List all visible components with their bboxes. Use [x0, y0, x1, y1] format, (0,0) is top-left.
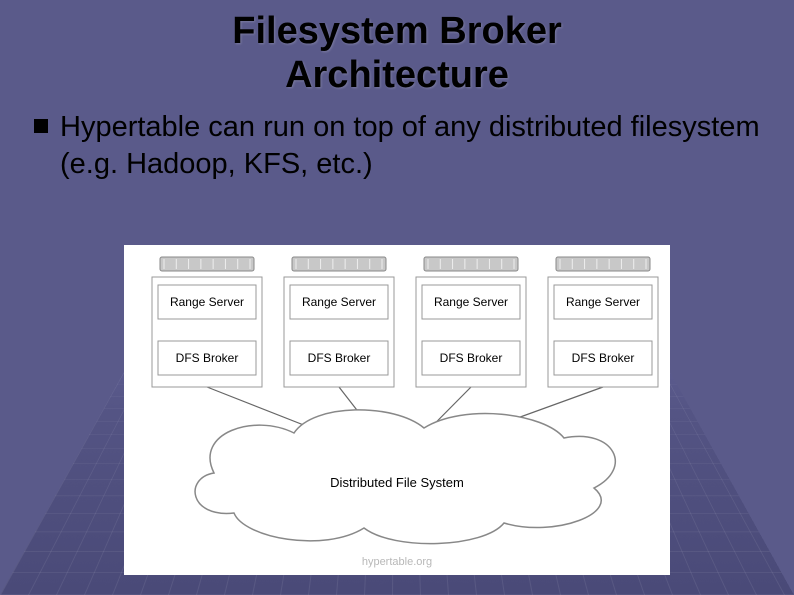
svg-text:Range Server: Range Server: [566, 295, 640, 309]
architecture-diagram: Distributed File System Range Server DFS B…: [124, 245, 670, 575]
svg-text:DFS Broker: DFS Broker: [572, 351, 635, 365]
svg-text:DFS Broker: DFS Broker: [308, 351, 371, 365]
svg-text:DFS Broker: DFS Broker: [440, 351, 503, 365]
diagram-svg: Distributed File System Range Server DFS B…: [124, 245, 670, 575]
svg-text:Range Server: Range Server: [170, 295, 244, 309]
svg-text:Range Server: Range Server: [302, 295, 376, 309]
bullet-item: Hypertable can run on top of any distrib…: [0, 97, 794, 182]
svg-text:Range Server: Range Server: [434, 295, 508, 309]
bullet-text: Hypertable can run on top of any distrib…: [60, 109, 760, 182]
title-line-1: Filesystem Broker: [232, 10, 562, 52]
svg-text:DFS Broker: DFS Broker: [176, 351, 239, 365]
svg-text:hypertable.org: hypertable.org: [362, 556, 432, 568]
slide-title: Filesystem Broker Architecture: [0, 0, 794, 97]
title-line-2: Architecture: [285, 54, 509, 96]
svg-text:Distributed File System: Distributed File System: [330, 475, 464, 490]
bullet-square-icon: [34, 119, 48, 133]
